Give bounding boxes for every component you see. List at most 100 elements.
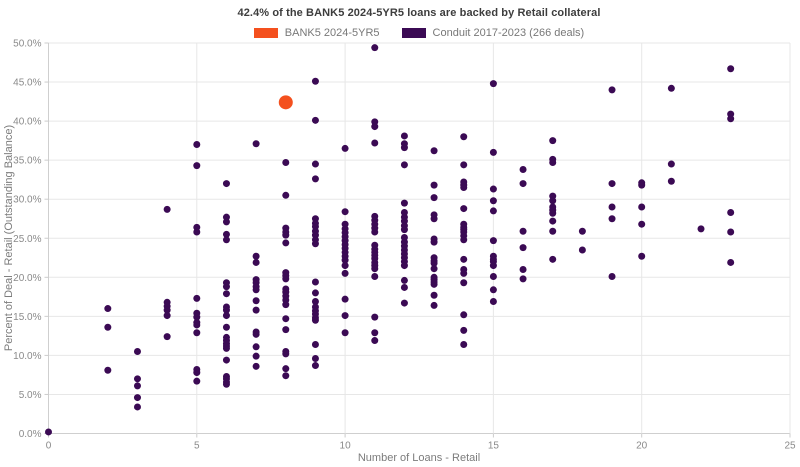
y-tick-label: 10.0%: [13, 351, 41, 362]
conduit-point: [608, 203, 616, 211]
conduit-point: [311, 77, 319, 85]
conduit-point: [104, 366, 112, 374]
conduit-point: [489, 207, 497, 215]
conduit-point: [430, 181, 438, 189]
conduit-point: [371, 139, 379, 147]
conduit-point: [400, 299, 408, 307]
conduit-point: [193, 313, 201, 321]
conduit-point: [460, 205, 468, 213]
x-tick-label: 25: [784, 441, 796, 452]
conduit-point: [400, 132, 408, 140]
axis-ticks: [44, 42, 791, 438]
conduit-point: [371, 337, 379, 345]
conduit-point: [519, 265, 527, 273]
conduit-point: [430, 259, 438, 267]
y-tick-label: 0.0%: [19, 429, 42, 440]
conduit-point: [282, 191, 290, 199]
conduit-point: [371, 265, 379, 273]
conduit-point: [311, 316, 319, 324]
conduit-point: [193, 369, 201, 377]
conduit-point: [430, 265, 438, 273]
x-tick-label: 15: [488, 441, 500, 452]
conduit-point: [222, 344, 230, 352]
conduit-point: [489, 286, 497, 294]
x-tick-label: 10: [340, 441, 352, 452]
x-tick-label: 0: [46, 441, 52, 452]
conduit-point: [519, 275, 527, 283]
conduit-point: [667, 177, 675, 185]
conduit-point: [222, 356, 230, 364]
conduit-point: [133, 375, 141, 383]
conduit-point: [638, 252, 646, 260]
conduit-point: [489, 197, 497, 205]
legend-item-conduit[interactable]: Conduit 2017-2023 (266 deals): [401, 27, 584, 39]
conduit-point: [460, 133, 468, 141]
conduit-point: [193, 321, 201, 329]
conduit-point: [311, 362, 319, 370]
conduit-point: [341, 269, 349, 277]
conduit-point: [371, 313, 379, 321]
conduit-point: [311, 278, 319, 286]
conduit-point: [222, 236, 230, 244]
conduit-point: [430, 215, 438, 223]
conduit-point: [311, 298, 319, 306]
tick-labels: 0.0% 5.0% 10.0% 15.0% 20.0% 25.0% 30.0% 35.0% 40…: [13, 39, 796, 452]
x-tick-label: 20: [636, 441, 648, 452]
conduit-point: [222, 323, 230, 331]
conduit-point: [489, 237, 497, 245]
conduit-point: [460, 236, 468, 244]
conduit-point: [341, 262, 349, 270]
conduit-point: [608, 215, 616, 223]
conduit-point: [252, 362, 260, 370]
conduit-point: [282, 231, 290, 239]
conduit-point: [45, 428, 52, 436]
conduit-point: [489, 298, 497, 306]
conduit-point: [400, 161, 408, 169]
conduit-point: [252, 252, 260, 260]
conduit-point: [311, 355, 319, 363]
legend-item-bank5[interactable]: BANK5 2024-5YR5: [253, 27, 380, 39]
conduit-point: [667, 160, 675, 168]
conduit-point: [638, 181, 646, 189]
conduit-point: [104, 305, 112, 313]
conduit-point: [727, 228, 735, 236]
conduit-point: [489, 262, 497, 270]
conduit-point: [608, 180, 616, 188]
conduit-point: [252, 297, 260, 305]
conduit-point: [400, 276, 408, 284]
conduit-point: [460, 269, 468, 277]
conduit-point: [578, 246, 586, 254]
conduit-point: [489, 148, 497, 156]
conduit-point: [727, 115, 735, 123]
conduit-point: [341, 208, 349, 216]
conduit-point: [549, 209, 557, 217]
conduit-point: [311, 175, 319, 183]
conduit-point: [460, 255, 468, 263]
y-tick-label: 30.0%: [13, 195, 41, 206]
conduit-point: [430, 147, 438, 155]
conduit-point: [311, 240, 319, 248]
conduit-point: [638, 203, 646, 211]
conduit-point: [430, 291, 438, 299]
conduit-point: [163, 312, 171, 320]
conduit-point: [697, 225, 705, 233]
conduit-point: [311, 340, 319, 348]
y-tick-label: 40.0%: [13, 117, 41, 128]
y-tick-label: 20.0%: [13, 273, 41, 284]
conduit-point: [549, 255, 557, 263]
conduit-point: [519, 166, 527, 174]
conduit-point: [163, 333, 171, 341]
x-axis-label: Number of Loans - Retail: [358, 452, 480, 464]
conduit-point: [519, 180, 527, 188]
conduit-point: [311, 116, 319, 124]
conduit-point: [489, 80, 497, 88]
conduit-point: [727, 65, 735, 73]
conduit-point: [341, 329, 349, 337]
conduit-point: [430, 238, 438, 246]
conduit-point: [727, 258, 735, 266]
conduit-point: [549, 137, 557, 145]
conduit-point: [460, 183, 468, 191]
conduit-point: [133, 394, 141, 402]
legend-label-bank5: BANK5 2024-5YR5: [284, 27, 380, 39]
